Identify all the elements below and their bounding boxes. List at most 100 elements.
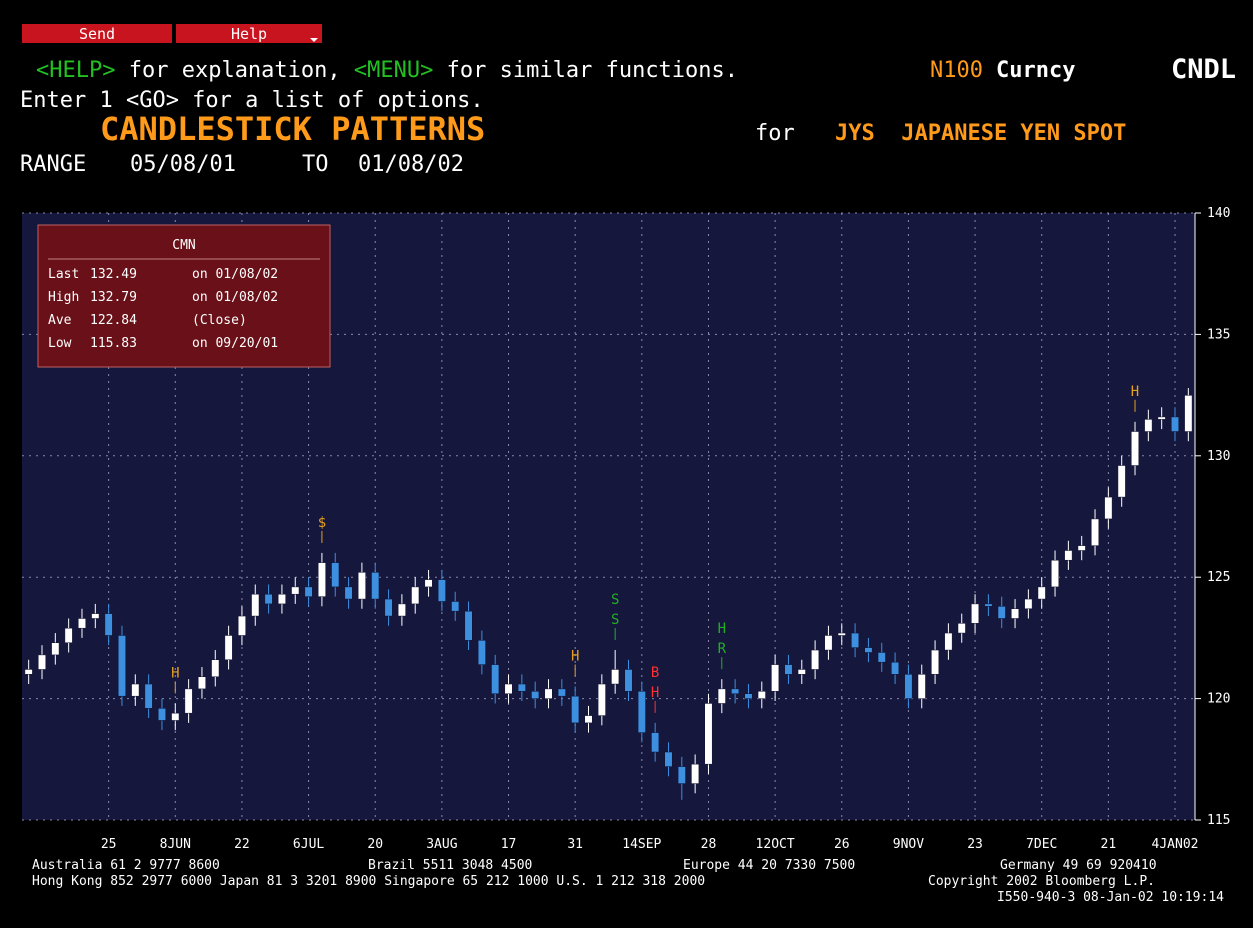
candle-body [851, 632, 860, 648]
pattern-label: S [611, 592, 619, 608]
y-tick-label: 135 [1207, 327, 1230, 342]
send-button[interactable] [22, 24, 172, 43]
candle-body [211, 659, 220, 677]
pattern-label: B [651, 665, 659, 681]
candle-body [797, 669, 806, 675]
candle-body [1144, 419, 1153, 432]
candle-body [197, 676, 206, 690]
candle-body [237, 615, 246, 636]
candle-body [1171, 416, 1179, 432]
candle-body [717, 688, 726, 704]
info-title: CMN [172, 238, 195, 253]
candle-body [424, 579, 433, 588]
candle-body [1184, 395, 1193, 432]
info-cell: 132.79 [90, 290, 137, 305]
candle-body [931, 649, 940, 675]
x-tick-label: 17 [501, 837, 517, 852]
x-tick-label: 3AUG [426, 837, 457, 852]
x-tick-label: 6JUL [293, 837, 324, 852]
candle-body [744, 693, 753, 699]
candle-body [1104, 496, 1113, 520]
range-to: 01/08/02 [358, 152, 464, 177]
candle-body [1037, 586, 1046, 600]
candle-body [51, 642, 60, 656]
candle-body [171, 712, 180, 721]
candle-body [891, 661, 900, 675]
pattern-label: R [718, 641, 727, 657]
help-key: <HELP> [36, 58, 115, 83]
ticker: N100 [930, 58, 983, 83]
y-tick-label: 120 [1207, 692, 1230, 707]
function-code: CNDL [1171, 54, 1236, 85]
info-cell: (Close) [192, 313, 247, 328]
candle-body [104, 613, 113, 636]
info-cell: on 01/08/02 [192, 290, 278, 305]
candle-body [784, 664, 793, 675]
candle-body [464, 610, 473, 641]
candle-body [491, 664, 500, 694]
candle-body [1091, 518, 1100, 546]
button-label[interactable]: Send [79, 25, 115, 43]
x-tick-label: 20 [367, 837, 383, 852]
chart-title: CANDLESTICK PATTERNS [100, 110, 485, 148]
x-tick-label: 22 [234, 837, 250, 852]
footer-contact: Europe 44 20 7330 7500 [683, 858, 855, 873]
candle-body [1131, 431, 1139, 466]
info-cell: Low [48, 336, 72, 351]
candle-body [691, 763, 700, 784]
y-tick-label: 140 [1207, 206, 1230, 221]
x-tick-label: 12OCT [756, 837, 795, 852]
x-tick-label: 8JUN [160, 837, 191, 852]
candle-body [611, 669, 620, 685]
dropdown-arrow [310, 38, 318, 42]
footer-contact: Australia 61 2 9777 8600 [32, 858, 220, 873]
footer-contact: Brazil 5511 3048 4500 [368, 858, 532, 873]
candle-body [277, 593, 286, 605]
x-tick-label: 28 [701, 837, 717, 852]
candle-body [597, 683, 606, 716]
candle-body [291, 586, 300, 595]
candle-body [544, 688, 553, 699]
candle-body [344, 586, 353, 600]
candle-body [1077, 545, 1086, 551]
candle-body [304, 586, 313, 597]
candle-body [477, 640, 486, 665]
candle-body [811, 649, 820, 670]
candle-body [1157, 416, 1166, 420]
candle-body [864, 647, 873, 653]
info-cell: 122.84 [90, 313, 137, 328]
candle-body [357, 572, 366, 600]
candle-body [317, 562, 326, 597]
candle-body [1024, 598, 1033, 610]
info-rows: Last 132.49 on 01/08/02 High 132.79 on 01/08/… [48, 267, 278, 351]
candle-body [64, 627, 73, 644]
candle-body [504, 683, 513, 694]
title-for: for [755, 121, 795, 146]
pattern-label: H [718, 621, 726, 637]
candle-body [677, 766, 686, 784]
candle-body [157, 708, 166, 721]
security: JYS JAPANESE YEN SPOT [835, 121, 1126, 146]
info-box [37, 224, 331, 368]
x-tick-label: 25 [101, 837, 117, 852]
candle-body [437, 579, 446, 602]
info-cell: 115.83 [90, 336, 137, 351]
candle-body [877, 652, 886, 663]
range-from: 05/08/01 [130, 152, 236, 177]
pattern-label: $ [318, 515, 326, 531]
info-cell: 132.49 [90, 267, 137, 282]
info-cell: Last [48, 267, 79, 282]
candle-body [917, 674, 926, 699]
footer-contact: Hong Kong 852 2977 6000 Japan 81 3 3201 … [32, 874, 705, 889]
help-line: <HELP> for explanation, <MENU> for simil… [36, 58, 738, 83]
candle-body [637, 691, 646, 733]
candle-body [78, 618, 86, 629]
candle-body [824, 635, 833, 651]
button-label[interactable]: Help [231, 25, 267, 43]
help-button[interactable] [176, 24, 322, 43]
candle-body [331, 562, 340, 588]
candle-body [624, 669, 633, 692]
candle-body [971, 603, 980, 624]
candle-body [997, 606, 1006, 619]
